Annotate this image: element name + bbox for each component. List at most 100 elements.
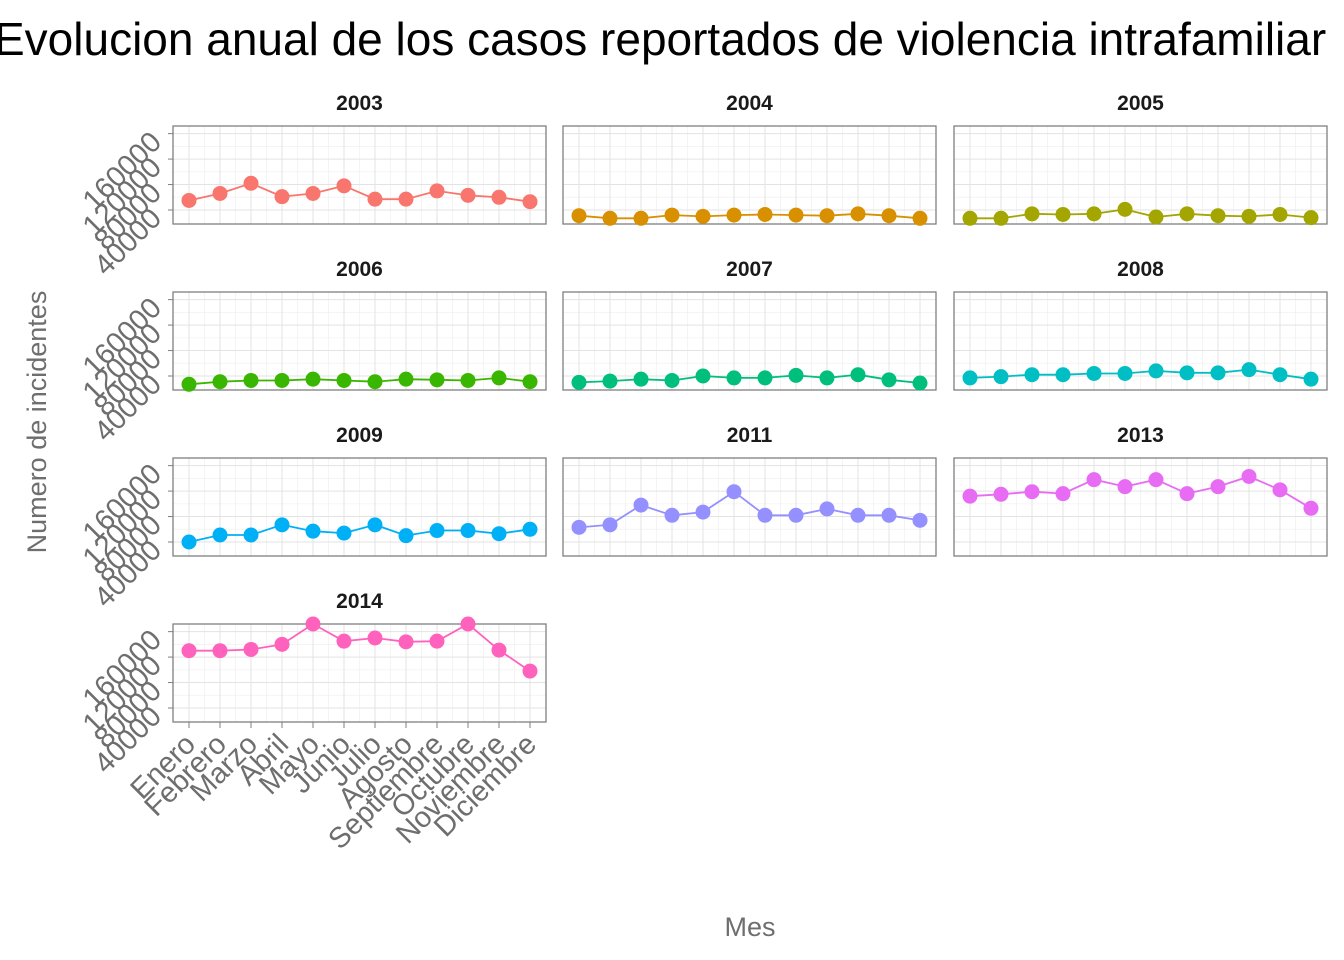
data-point xyxy=(1086,365,1102,381)
data-point xyxy=(1117,365,1133,381)
data-point xyxy=(1241,362,1257,378)
panel-2005: 2005 xyxy=(953,92,1328,226)
data-point xyxy=(367,374,383,390)
data-point xyxy=(274,636,290,652)
data-point xyxy=(1179,486,1195,502)
data-point xyxy=(993,210,1009,226)
data-point xyxy=(522,374,538,390)
data-point xyxy=(1117,201,1133,217)
data-point xyxy=(1210,365,1226,381)
panel-border xyxy=(172,457,547,557)
data-point xyxy=(243,175,259,191)
panel-border xyxy=(172,623,547,723)
data-point xyxy=(1303,500,1319,516)
data-point xyxy=(695,208,711,224)
data-point xyxy=(850,367,866,383)
panel-2004: 2004 xyxy=(562,92,937,226)
data-point xyxy=(1086,472,1102,488)
data-point xyxy=(336,633,352,649)
data-point xyxy=(633,210,649,226)
panel-label: 2014 xyxy=(336,590,383,613)
data-point xyxy=(212,643,228,659)
data-point xyxy=(602,210,618,226)
data-point xyxy=(962,488,978,504)
data-point xyxy=(1303,371,1319,387)
data-point xyxy=(633,371,649,387)
data-point xyxy=(962,370,978,386)
data-point xyxy=(522,663,538,679)
data-point xyxy=(1272,367,1288,383)
data-point xyxy=(1086,206,1102,222)
data-point xyxy=(367,517,383,533)
data-point xyxy=(1024,484,1040,500)
data-point xyxy=(429,633,445,649)
data-point xyxy=(1148,209,1164,225)
data-point xyxy=(819,370,835,386)
panel-label: 2004 xyxy=(726,92,773,115)
x-axis-title: Mes xyxy=(724,912,775,942)
data-point xyxy=(1210,479,1226,495)
data-point xyxy=(305,616,321,632)
data-point xyxy=(243,527,259,543)
data-point xyxy=(398,634,414,650)
data-point xyxy=(336,525,352,541)
y-axis-title: Numero de incidentes xyxy=(22,291,52,554)
data-point xyxy=(757,206,773,222)
data-point xyxy=(1179,206,1195,222)
panel-2014: 20144000080000120000160000EneroFebreroMa… xyxy=(77,590,547,856)
data-point xyxy=(850,206,866,222)
data-point xyxy=(367,630,383,646)
data-point xyxy=(212,527,228,543)
panel-2008: 2008 xyxy=(953,258,1328,391)
data-point xyxy=(881,208,897,224)
data-point xyxy=(429,183,445,199)
data-point xyxy=(181,643,197,659)
data-point xyxy=(398,371,414,387)
data-point xyxy=(695,504,711,520)
data-point xyxy=(305,523,321,539)
data-point xyxy=(757,370,773,386)
data-point xyxy=(1148,363,1164,379)
panel-label: 2003 xyxy=(336,92,383,115)
data-point xyxy=(850,507,866,523)
data-point xyxy=(274,517,290,533)
data-point xyxy=(1179,365,1195,381)
data-point xyxy=(1024,367,1040,383)
data-point xyxy=(602,517,618,533)
data-point xyxy=(460,372,476,388)
data-point xyxy=(1241,208,1257,224)
panel-label: 2013 xyxy=(1117,424,1164,447)
data-point xyxy=(243,372,259,388)
data-point xyxy=(181,376,197,392)
data-point xyxy=(571,519,587,535)
panel-border xyxy=(953,125,1328,225)
data-point xyxy=(912,210,928,226)
data-point xyxy=(336,178,352,194)
data-point xyxy=(788,367,804,383)
panel-2011: 2011 xyxy=(562,424,937,557)
data-point xyxy=(491,642,507,658)
data-point xyxy=(1055,367,1071,383)
data-point xyxy=(398,191,414,207)
data-point xyxy=(1241,468,1257,484)
data-point xyxy=(460,616,476,632)
data-point xyxy=(305,371,321,387)
data-point xyxy=(788,207,804,223)
panel-label: 2006 xyxy=(336,258,383,281)
data-point xyxy=(274,372,290,388)
data-point xyxy=(522,194,538,210)
panel-label: 2011 xyxy=(727,424,773,447)
data-point xyxy=(726,207,742,223)
data-point xyxy=(962,210,978,226)
data-point xyxy=(212,185,228,201)
data-point xyxy=(1272,482,1288,498)
panel-border xyxy=(953,291,1328,391)
data-point xyxy=(274,189,290,205)
data-point xyxy=(664,372,680,388)
data-point xyxy=(305,185,321,201)
panel-border xyxy=(562,291,937,391)
data-point xyxy=(1055,206,1071,222)
